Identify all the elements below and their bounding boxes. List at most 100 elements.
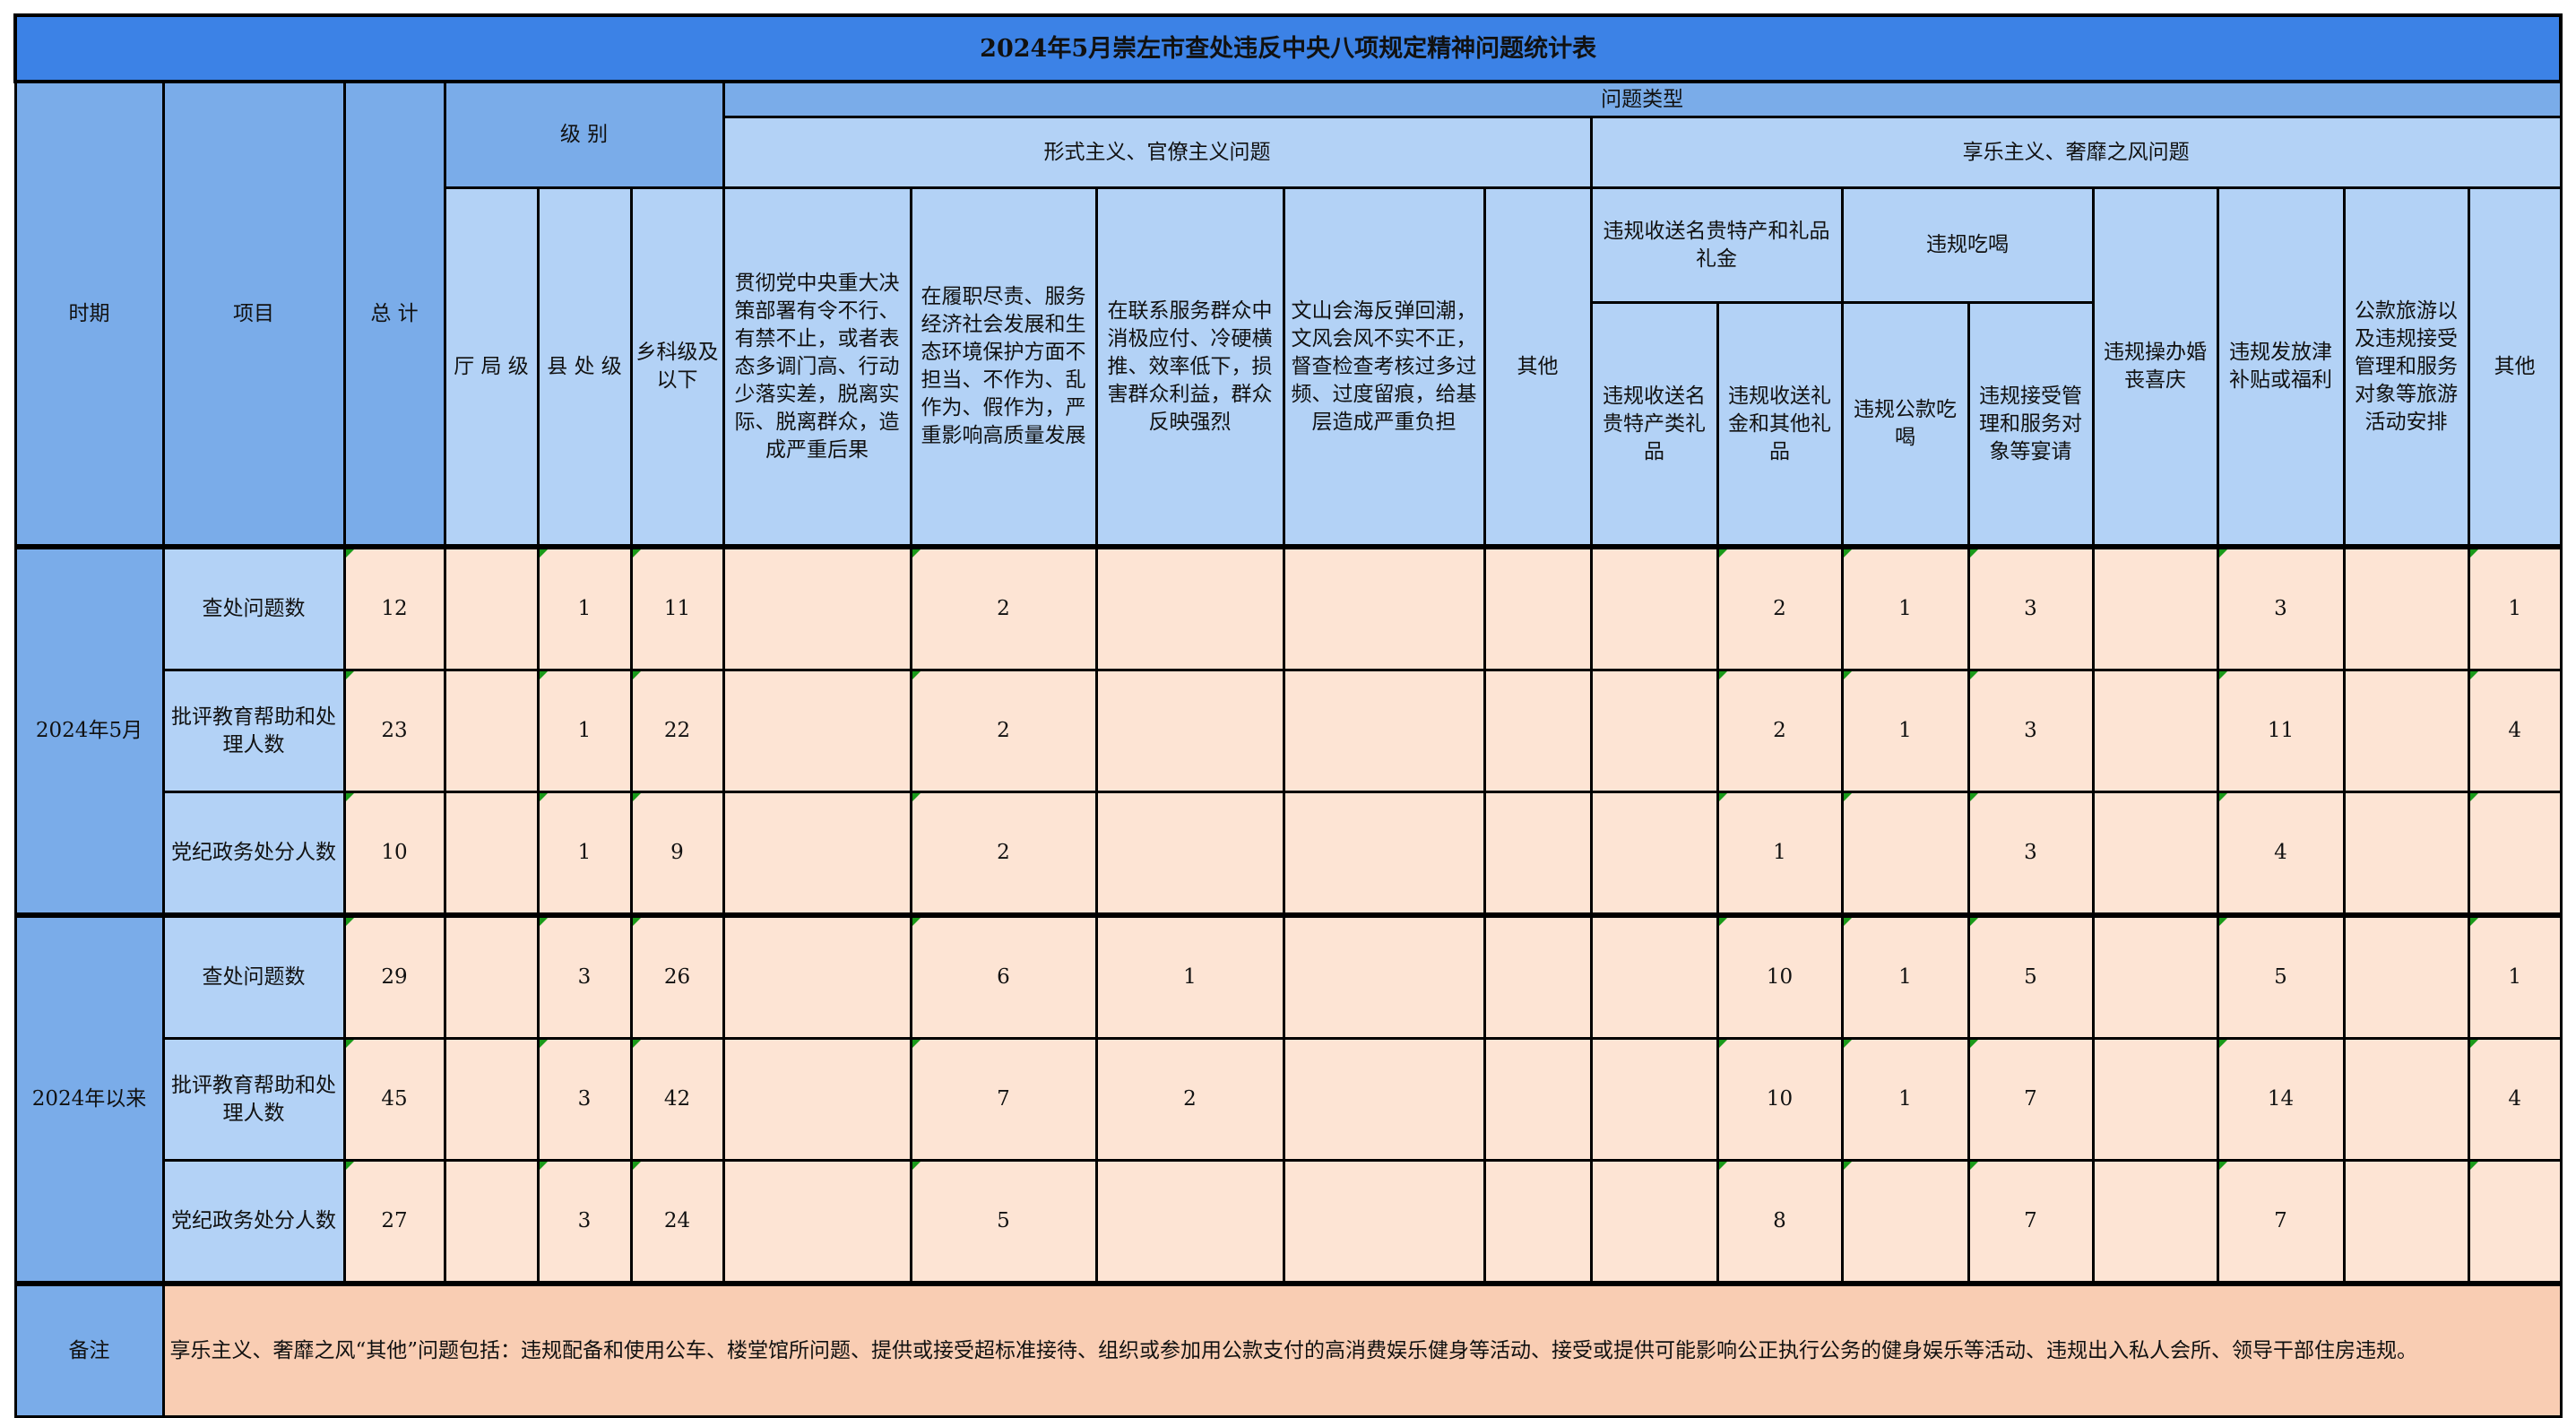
value-cell[interactable] <box>2091 913 2219 1040</box>
value-cell[interactable]: 24 <box>629 1159 725 1286</box>
value-cell[interactable]: 3 <box>536 913 633 1040</box>
value-cell[interactable]: 26 <box>629 913 725 1040</box>
value-cell[interactable]: 5 <box>1967 913 2095 1040</box>
value-cell[interactable]: 1 <box>536 791 633 918</box>
value-cell[interactable]: 29 <box>342 913 446 1040</box>
value-cell[interactable] <box>1482 1037 1593 1162</box>
value-cell[interactable]: 3 <box>536 1159 633 1286</box>
value-cell[interactable]: 27 <box>342 1159 446 1286</box>
value-cell[interactable] <box>722 791 912 918</box>
value-cell[interactable]: 1 <box>2467 913 2563 1040</box>
value-cell[interactable] <box>2467 791 2563 918</box>
value-cell[interactable] <box>2091 669 2219 793</box>
value-cell[interactable] <box>2091 791 2219 918</box>
value-cell[interactable]: 2 <box>1094 1037 1285 1162</box>
value-cell[interactable] <box>1282 669 1486 793</box>
value-cell[interactable]: 4 <box>2467 1037 2563 1162</box>
value-cell[interactable]: 3 <box>1967 669 2095 793</box>
value-cell[interactable] <box>1282 791 1486 918</box>
value-cell[interactable]: 45 <box>342 1037 446 1162</box>
value-cell[interactable]: 1 <box>1840 913 1970 1040</box>
value-cell[interactable]: 7 <box>2216 1159 2346 1286</box>
value-cell[interactable]: 1 <box>1716 791 1844 918</box>
value-cell[interactable]: 11 <box>629 545 725 671</box>
value-cell[interactable]: 3 <box>1967 545 2095 671</box>
value-cell[interactable] <box>1589 791 1719 918</box>
value-cell[interactable]: 22 <box>629 669 725 793</box>
value-cell[interactable]: 2 <box>1716 545 1844 671</box>
value-cell[interactable]: 4 <box>2467 669 2563 793</box>
value-cell[interactable] <box>722 545 912 671</box>
value-cell[interactable] <box>1094 791 1285 918</box>
value-cell[interactable]: 5 <box>2216 913 2346 1040</box>
value-cell[interactable]: 2 <box>909 791 1098 918</box>
value-cell[interactable] <box>443 791 540 918</box>
value-cell[interactable] <box>2091 545 2219 671</box>
value-cell[interactable] <box>1589 669 1719 793</box>
value-cell[interactable] <box>443 1037 540 1162</box>
value-cell[interactable] <box>2342 545 2470 671</box>
value-cell[interactable] <box>1589 1159 1719 1286</box>
value-cell[interactable] <box>1589 913 1719 1040</box>
value-cell[interactable]: 4 <box>2216 791 2346 918</box>
value-cell[interactable] <box>443 1159 540 1286</box>
value-cell[interactable]: 1 <box>2467 545 2563 671</box>
value-cell[interactable]: 2 <box>909 669 1098 793</box>
value-cell[interactable]: 12 <box>342 545 446 671</box>
value-cell[interactable]: 11 <box>2216 669 2346 793</box>
value-cell[interactable] <box>722 1037 912 1162</box>
value-cell[interactable]: 5 <box>909 1159 1098 1286</box>
value-cell[interactable]: 7 <box>1967 1037 2095 1162</box>
value-cell[interactable]: 9 <box>629 791 725 918</box>
value-cell[interactable]: 10 <box>1716 913 1844 1040</box>
value-cell[interactable]: 1 <box>1094 913 1285 1040</box>
value-cell[interactable] <box>1094 545 1285 671</box>
value-cell[interactable]: 23 <box>342 669 446 793</box>
value-cell[interactable] <box>2467 1159 2563 1286</box>
value-cell[interactable] <box>2342 913 2470 1040</box>
value-cell[interactable] <box>1282 1159 1486 1286</box>
value-cell[interactable] <box>722 669 912 793</box>
value-cell[interactable] <box>1840 1159 1970 1286</box>
value-cell[interactable] <box>1482 791 1593 918</box>
value-cell[interactable] <box>443 545 540 671</box>
value-cell[interactable] <box>443 669 540 793</box>
value-cell[interactable]: 3 <box>1967 791 2095 918</box>
value-cell[interactable]: 1 <box>1840 545 1970 671</box>
value-cell[interactable] <box>2342 1037 2470 1162</box>
value-cell[interactable] <box>1482 669 1593 793</box>
value-cell[interactable] <box>2342 669 2470 793</box>
value-cell[interactable] <box>1282 1037 1486 1162</box>
value-cell[interactable]: 7 <box>1967 1159 2095 1286</box>
value-cell[interactable] <box>1589 1037 1719 1162</box>
value-cell[interactable]: 3 <box>536 1037 633 1162</box>
value-cell[interactable]: 8 <box>1716 1159 1844 1286</box>
value-cell[interactable]: 10 <box>342 791 446 918</box>
value-cell[interactable] <box>2342 791 2470 918</box>
value-cell[interactable]: 2 <box>909 545 1098 671</box>
value-cell[interactable]: 1 <box>536 669 633 793</box>
value-cell[interactable] <box>1282 913 1486 1040</box>
value-cell[interactable]: 10 <box>1716 1037 1844 1162</box>
value-cell[interactable] <box>1482 545 1593 671</box>
value-cell[interactable]: 42 <box>629 1037 725 1162</box>
value-cell[interactable] <box>1589 545 1719 671</box>
value-cell[interactable]: 1 <box>1840 669 1970 793</box>
value-cell[interactable]: 1 <box>536 545 633 671</box>
value-cell[interactable]: 3 <box>2216 545 2346 671</box>
value-cell[interactable] <box>1482 913 1593 1040</box>
value-cell[interactable] <box>2091 1037 2219 1162</box>
value-cell[interactable] <box>1094 669 1285 793</box>
value-cell[interactable]: 2 <box>1716 669 1844 793</box>
value-cell[interactable] <box>1282 545 1486 671</box>
value-cell[interactable]: 1 <box>1840 1037 1970 1162</box>
value-cell[interactable] <box>2091 1159 2219 1286</box>
value-cell[interactable] <box>722 1159 912 1286</box>
value-cell[interactable]: 14 <box>2216 1037 2346 1162</box>
value-cell[interactable] <box>443 913 540 1040</box>
value-cell[interactable] <box>722 913 912 1040</box>
value-cell[interactable]: 6 <box>909 913 1098 1040</box>
value-cell[interactable] <box>2342 1159 2470 1286</box>
value-cell[interactable] <box>1840 791 1970 918</box>
value-cell[interactable]: 7 <box>909 1037 1098 1162</box>
